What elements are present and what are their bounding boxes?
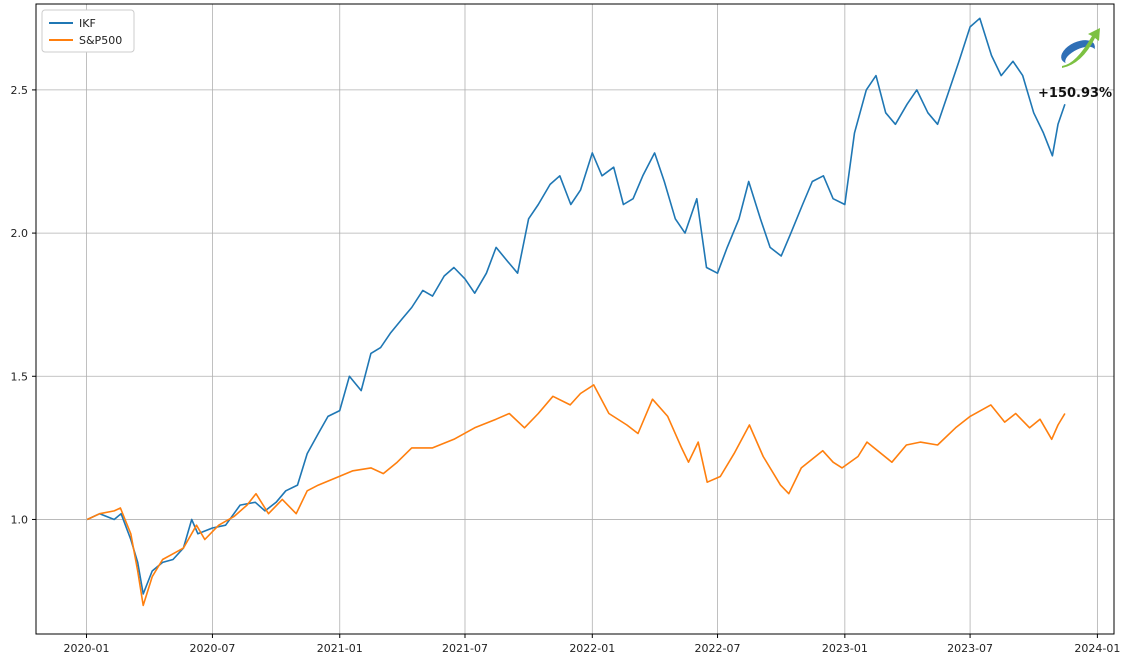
legend-box xyxy=(41,9,135,53)
x-axis-ticks: 2020-01 2020-07 2021-01 2021-07 2022-01 2022-… xyxy=(64,634,1120,655)
legend-label-sp500: S&P500 xyxy=(79,34,122,47)
x-tick-label: 2022-07 xyxy=(695,642,741,655)
x-tick-label: 2020-01 xyxy=(64,642,110,655)
y-axis-ticks: 1.0 1.5 2.0 2.5 xyxy=(11,84,36,526)
x-tick-label: 2023-01 xyxy=(822,642,868,655)
x-tick-label: 2023-07 xyxy=(947,642,993,655)
gridlines xyxy=(36,4,1114,634)
growth-arrow-logo-icon xyxy=(1061,28,1100,68)
return-annotation: +150.93% xyxy=(1038,86,1112,101)
series-lines xyxy=(86,17,1066,607)
y-tick-label: 2.5 xyxy=(11,84,29,97)
series-line-sp500 xyxy=(86,384,1066,607)
legend-label-ikf: IKF xyxy=(79,17,96,30)
x-tick-label: 2021-07 xyxy=(442,642,488,655)
legend: IKF S&P500 xyxy=(41,9,135,53)
x-tick-label: 2022-01 xyxy=(569,642,615,655)
x-tick-label: 2024-01 xyxy=(1074,642,1120,655)
y-tick-label: 2.0 xyxy=(11,227,29,240)
plot-frame xyxy=(35,3,1115,635)
x-tick-label: 2020-07 xyxy=(189,642,235,655)
x-tick-label: 2021-01 xyxy=(317,642,363,655)
y-tick-label: 1.5 xyxy=(11,370,29,383)
y-tick-label: 1.0 xyxy=(11,513,29,526)
series-line-ikf xyxy=(86,17,1066,595)
